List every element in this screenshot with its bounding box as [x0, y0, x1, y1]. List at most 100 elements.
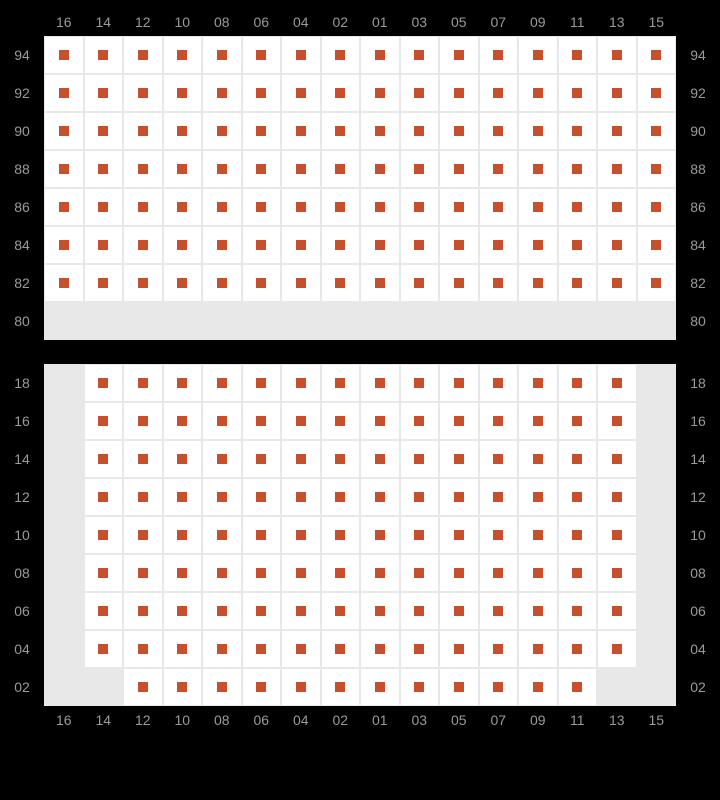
seat-cell[interactable]: [242, 188, 282, 226]
seat-cell[interactable]: [439, 440, 479, 478]
seat-cell[interactable]: [360, 402, 400, 440]
seat-cell[interactable]: [400, 74, 440, 112]
seat-cell[interactable]: [400, 554, 440, 592]
seat-cell[interactable]: [518, 440, 558, 478]
seat-cell[interactable]: [597, 112, 637, 150]
seat-cell[interactable]: [281, 364, 321, 402]
seat-cell[interactable]: [558, 478, 598, 516]
seat-cell[interactable]: [281, 188, 321, 226]
seat-cell[interactable]: [281, 630, 321, 668]
seat-cell[interactable]: [479, 478, 519, 516]
seat-cell[interactable]: [44, 188, 84, 226]
seat-cell[interactable]: [123, 112, 163, 150]
seat-cell[interactable]: [84, 554, 124, 592]
seat-cell[interactable]: [281, 150, 321, 188]
seat-cell[interactable]: [360, 630, 400, 668]
seat-cell[interactable]: [597, 74, 637, 112]
seat-cell[interactable]: [163, 630, 203, 668]
seat-cell[interactable]: [518, 74, 558, 112]
seat-cell[interactable]: [360, 554, 400, 592]
seat-cell[interactable]: [202, 668, 242, 706]
seat-cell[interactable]: [400, 264, 440, 302]
seat-cell[interactable]: [123, 188, 163, 226]
seat-cell[interactable]: [479, 630, 519, 668]
seat-cell[interactable]: [400, 150, 440, 188]
seat-cell[interactable]: [84, 264, 124, 302]
seat-cell[interactable]: [321, 364, 361, 402]
seat-cell[interactable]: [321, 112, 361, 150]
seat-cell[interactable]: [439, 74, 479, 112]
seat-cell[interactable]: [281, 36, 321, 74]
seat-cell[interactable]: [439, 150, 479, 188]
seat-cell[interactable]: [597, 440, 637, 478]
seat-cell[interactable]: [597, 554, 637, 592]
seat-cell[interactable]: [123, 364, 163, 402]
seat-cell[interactable]: [84, 188, 124, 226]
seat-cell[interactable]: [558, 402, 598, 440]
seat-cell[interactable]: [479, 112, 519, 150]
seat-cell[interactable]: [360, 592, 400, 630]
seat-cell[interactable]: [281, 516, 321, 554]
seat-cell[interactable]: [479, 668, 519, 706]
seat-cell[interactable]: [479, 74, 519, 112]
seat-cell[interactable]: [44, 74, 84, 112]
seat-cell[interactable]: [439, 188, 479, 226]
seat-cell[interactable]: [518, 554, 558, 592]
seat-cell[interactable]: [439, 668, 479, 706]
seat-cell[interactable]: [321, 226, 361, 264]
seat-cell[interactable]: [400, 478, 440, 516]
seat-cell[interactable]: [281, 402, 321, 440]
seat-cell[interactable]: [400, 36, 440, 74]
seat-cell[interactable]: [439, 112, 479, 150]
seat-cell[interactable]: [558, 554, 598, 592]
seat-cell[interactable]: [84, 74, 124, 112]
seat-cell[interactable]: [558, 364, 598, 402]
seat-cell[interactable]: [597, 226, 637, 264]
seat-cell[interactable]: [597, 478, 637, 516]
seat-cell[interactable]: [163, 188, 203, 226]
seat-cell[interactable]: [321, 402, 361, 440]
seat-cell[interactable]: [163, 74, 203, 112]
seat-cell[interactable]: [597, 364, 637, 402]
seat-cell[interactable]: [479, 516, 519, 554]
seat-cell[interactable]: [321, 630, 361, 668]
seat-cell[interactable]: [123, 630, 163, 668]
seat-cell[interactable]: [44, 112, 84, 150]
seat-cell[interactable]: [202, 226, 242, 264]
seat-cell[interactable]: [558, 516, 598, 554]
seat-cell[interactable]: [281, 554, 321, 592]
seat-cell[interactable]: [439, 364, 479, 402]
seat-cell[interactable]: [163, 264, 203, 302]
seat-cell[interactable]: [400, 188, 440, 226]
seat-cell[interactable]: [597, 188, 637, 226]
seat-cell[interactable]: [637, 74, 677, 112]
seat-cell[interactable]: [163, 668, 203, 706]
seat-cell[interactable]: [242, 364, 282, 402]
seat-cell[interactable]: [281, 478, 321, 516]
seat-cell[interactable]: [202, 188, 242, 226]
seat-cell[interactable]: [558, 264, 598, 302]
seat-cell[interactable]: [321, 516, 361, 554]
seat-cell[interactable]: [518, 516, 558, 554]
seat-cell[interactable]: [637, 112, 677, 150]
seat-cell[interactable]: [202, 264, 242, 302]
seat-cell[interactable]: [637, 188, 677, 226]
seat-cell[interactable]: [479, 554, 519, 592]
seat-cell[interactable]: [321, 592, 361, 630]
seat-cell[interactable]: [163, 150, 203, 188]
seat-cell[interactable]: [439, 36, 479, 74]
seat-cell[interactable]: [479, 188, 519, 226]
seat-cell[interactable]: [242, 440, 282, 478]
seat-cell[interactable]: [44, 36, 84, 74]
seat-cell[interactable]: [597, 516, 637, 554]
seat-cell[interactable]: [558, 112, 598, 150]
seat-cell[interactable]: [479, 226, 519, 264]
seat-cell[interactable]: [518, 364, 558, 402]
seat-cell[interactable]: [400, 516, 440, 554]
seat-cell[interactable]: [360, 150, 400, 188]
seat-cell[interactable]: [479, 440, 519, 478]
seat-cell[interactable]: [242, 74, 282, 112]
seat-cell[interactable]: [558, 74, 598, 112]
seat-cell[interactable]: [400, 226, 440, 264]
seat-cell[interactable]: [518, 150, 558, 188]
